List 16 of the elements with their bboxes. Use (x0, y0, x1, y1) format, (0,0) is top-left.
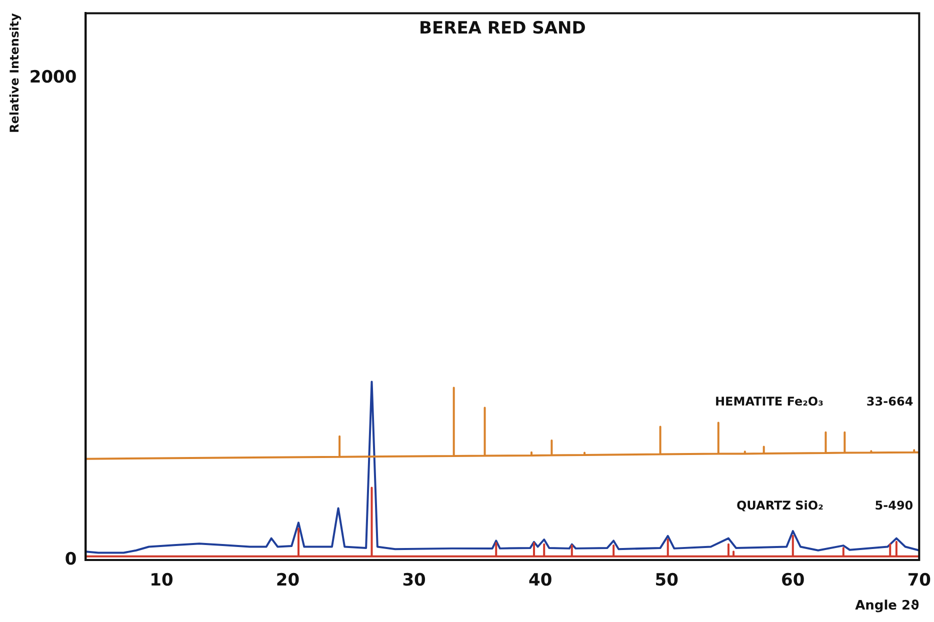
y-axis-title: Relative Intensity (7, 13, 22, 134)
x-tick-label: 30 (402, 570, 426, 591)
x-tick-label: 20 (276, 570, 300, 591)
y-tick-label: 0 (64, 549, 77, 570)
chart-title: BEREA RED SAND (419, 18, 586, 39)
annotation: 5-490 (874, 498, 914, 513)
x-axis-title: Angle 2ϑ (855, 598, 920, 614)
x-tick-label: 60 (781, 570, 805, 591)
x-tick-label: 10 (150, 570, 174, 591)
annotation: 33-664 (866, 394, 914, 408)
y-tick-label: 2000 (29, 68, 77, 88)
text: QUARTZ SiO₂ (736, 498, 824, 513)
x-tick-label: 50 (654, 570, 679, 591)
x-tick-label: 40 (528, 570, 552, 591)
series-label: HEMATITE Fe₂O₃ (715, 394, 824, 408)
x-tick-label: 70 (907, 570, 932, 591)
